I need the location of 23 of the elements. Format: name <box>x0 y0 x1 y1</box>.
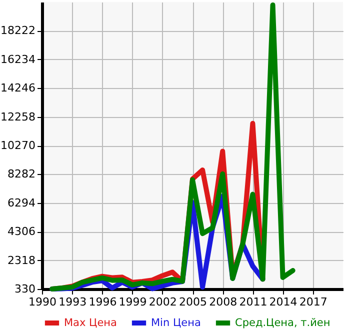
x-tick-label: 2008 <box>209 296 238 308</box>
x-tick-label: 2011 <box>239 296 268 308</box>
legend-label: Max Цена <box>64 317 117 329</box>
legend-label: Сред.Цена, т.йен <box>235 317 330 329</box>
y-tick-label: 8282 <box>8 168 36 181</box>
legend-label: Min Цена <box>151 317 201 329</box>
y-tick-label: 12258 <box>0 110 36 124</box>
y-tick-label: 18222 <box>0 24 36 38</box>
y-tick-label: 6294 <box>8 196 36 210</box>
y-tick-label: 2318 <box>8 254 36 267</box>
y-tick-label: 10270 <box>0 139 36 152</box>
x-tick-label: 2014 <box>269 296 298 308</box>
y-tick-label: 330 <box>14 282 36 296</box>
y-tick-label: 4306 <box>8 225 36 238</box>
x-tick-label: 2005 <box>179 296 207 308</box>
x-tick-label: 2002 <box>148 296 177 308</box>
x-tick-label: 1999 <box>118 296 147 308</box>
y-tick-label: 14246 <box>0 82 36 95</box>
x-tick-label: 2017 <box>299 296 328 308</box>
x-tick-label: 1996 <box>88 296 117 308</box>
x-tick-label: 1993 <box>58 296 87 308</box>
y-tick-label: 16234 <box>0 52 36 66</box>
x-tick-label: 1990 <box>28 296 56 308</box>
